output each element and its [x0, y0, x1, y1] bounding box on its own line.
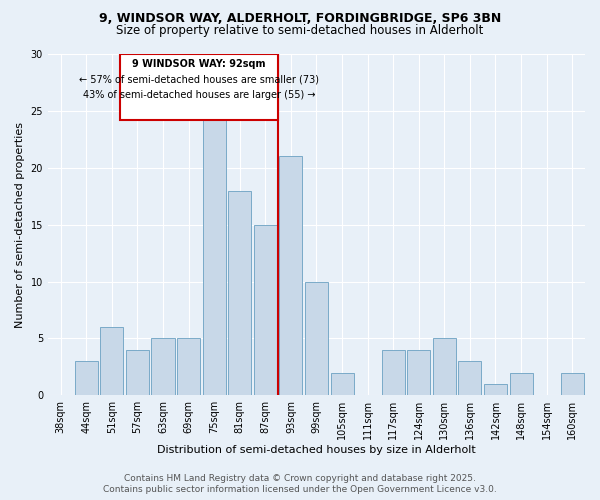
Bar [331, 372, 353, 396]
Bar [407, 350, 430, 396]
Text: ← 57% of semi-detached houses are smaller (73): ← 57% of semi-detached houses are smalle… [79, 74, 319, 84]
Bar [509, 372, 533, 396]
Bar [126, 350, 149, 396]
Y-axis label: Number of semi-detached properties: Number of semi-detached properties [15, 122, 25, 328]
Text: 9 WINDSOR WAY: 92sqm: 9 WINDSOR WAY: 92sqm [132, 59, 266, 69]
Bar [228, 190, 251, 396]
FancyBboxPatch shape [119, 54, 278, 120]
Bar [100, 327, 124, 396]
Bar [254, 224, 277, 396]
Text: 43% of semi-detached houses are larger (55) →: 43% of semi-detached houses are larger (… [83, 90, 315, 100]
Bar [75, 361, 98, 396]
Text: Size of property relative to semi-detached houses in Alderholt: Size of property relative to semi-detach… [116, 24, 484, 37]
Bar [177, 338, 200, 396]
Bar [433, 338, 456, 396]
Bar [151, 338, 175, 396]
Text: Contains HM Land Registry data © Crown copyright and database right 2025.
Contai: Contains HM Land Registry data © Crown c… [103, 474, 497, 494]
X-axis label: Distribution of semi-detached houses by size in Alderholt: Distribution of semi-detached houses by … [157, 445, 476, 455]
Bar [484, 384, 507, 396]
Bar [382, 350, 404, 396]
Bar [280, 156, 302, 396]
Bar [561, 372, 584, 396]
Bar [458, 361, 481, 396]
Bar [305, 282, 328, 396]
Text: 9, WINDSOR WAY, ALDERHOLT, FORDINGBRIDGE, SP6 3BN: 9, WINDSOR WAY, ALDERHOLT, FORDINGBRIDGE… [99, 12, 501, 26]
Bar [203, 111, 226, 396]
